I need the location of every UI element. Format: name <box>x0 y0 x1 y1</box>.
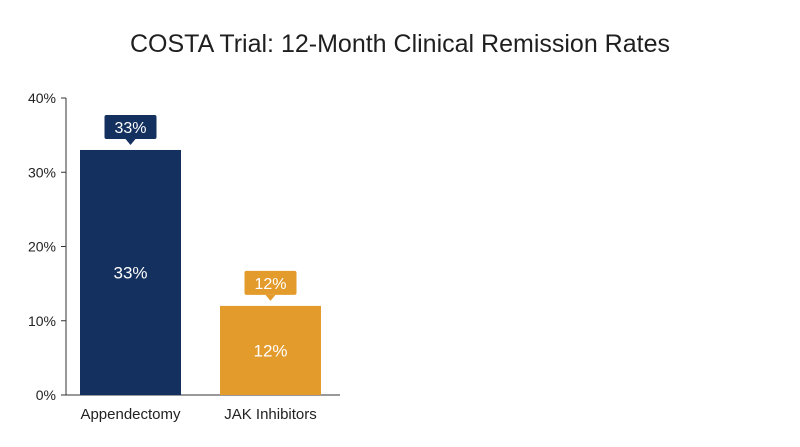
y-tick-label: 10% <box>28 313 56 329</box>
y-tick-label: 40% <box>28 90 56 106</box>
callout-pointer <box>125 138 136 145</box>
callout-pointer <box>265 294 276 301</box>
category-label: JAK Inhibitors <box>224 406 317 423</box>
callout-label: 33% <box>114 120 146 137</box>
y-tick-label: 0% <box>36 387 56 403</box>
bar-value-label: 12% <box>253 341 287 360</box>
callout-box <box>244 270 297 295</box>
category-label: Appendectomy <box>80 406 181 423</box>
bar <box>220 305 321 395</box>
chart-title: COSTA Trial: 12-Month Clinical Remission… <box>130 30 670 58</box>
y-tick-label: 30% <box>28 164 56 180</box>
y-tick-label: 20% <box>28 239 56 255</box>
bar <box>80 149 181 395</box>
callout-box <box>104 114 157 139</box>
callout-label: 12% <box>254 276 286 293</box>
bar-value-label: 33% <box>113 263 147 282</box>
